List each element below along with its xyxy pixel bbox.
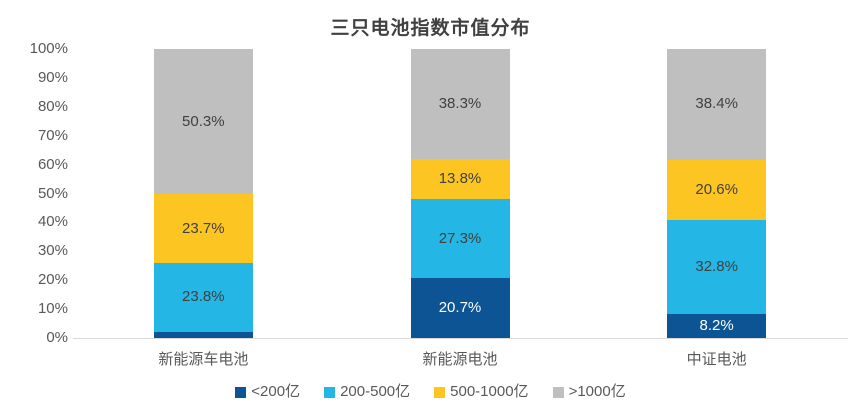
y-axis-tick-label: 30%	[37, 242, 68, 260]
bar-segment->1000亿-中证电池	[667, 49, 767, 160]
legend-swatch-icon	[552, 386, 564, 398]
y-axis-tick-label: 80%	[37, 97, 68, 115]
data-label: 50.3%	[182, 112, 225, 130]
data-label: 20.7%	[438, 299, 482, 317]
data-label: 23.7%	[182, 219, 225, 237]
legend-item-200-500亿: 200-500亿	[324, 383, 410, 401]
legend-label: 500-1000亿	[450, 383, 529, 400]
data-label: 38.3%	[438, 95, 482, 113]
bar-segment-200-500亿-中证电池	[667, 219, 767, 315]
data-label: 23.8%	[182, 288, 225, 306]
bar-segment-<200亿-中证电池	[667, 314, 767, 338]
y-axis-tick-label: 10%	[37, 300, 68, 318]
data-label: 32.8%	[695, 257, 738, 275]
legend-label: <200亿	[251, 383, 301, 400]
y-axis-tick-label: 40%	[37, 213, 68, 231]
data-label: 8.2%	[699, 317, 734, 335]
chart-title: 三只电池指数市值分布	[330, 17, 531, 39]
data-label: 27.3%	[438, 229, 482, 247]
bar-segment->1000亿-新能源电池	[410, 48, 510, 160]
x-axis-line	[73, 338, 848, 339]
legend-swatch-icon	[434, 386, 446, 398]
x-axis-category-label: 中证电池	[686, 350, 747, 368]
y-axis-tick-label: 70%	[37, 126, 68, 144]
bar-segment-<200亿-新能源车电池	[153, 331, 253, 338]
bar-segment-200-500亿-新能源电池	[410, 199, 510, 279]
bar-segment-500-1000亿-新能源电池	[410, 159, 510, 200]
data-label: 13.8%	[438, 170, 482, 188]
bar-segment-200-500亿-新能源车电池	[153, 262, 253, 332]
y-axis-tick-label: 50%	[37, 184, 68, 202]
y-axis-tick-label: 20%	[37, 271, 68, 289]
x-axis-category-label: 新能源电池	[422, 350, 498, 368]
bar-segment->1000亿-新能源车电池	[153, 49, 253, 195]
y-axis-tick-label: 0%	[46, 329, 68, 346]
x-axis-category-label: 新能源车电池	[158, 350, 249, 368]
bar-segment-500-1000亿-中证电池	[667, 159, 767, 220]
legend-swatch-icon	[324, 386, 336, 398]
legend-item-<200亿: <200亿	[235, 383, 300, 401]
y-axis-tick-label: 100%	[29, 40, 68, 57]
y-axis-tick-label: 60%	[37, 155, 68, 173]
bar-segment-500-1000亿-新能源车电池	[153, 194, 253, 263]
legend-label: >1000亿	[568, 383, 626, 400]
bar-segment-<200亿-新能源电池	[410, 278, 510, 338]
data-label: 20.6%	[695, 180, 738, 198]
legend: <200亿 200-500亿 500-1000亿 >1000亿	[0, 383, 861, 401]
data-label: 38.4%	[695, 95, 738, 113]
legend-item-500-1000亿: 500-1000亿	[434, 383, 529, 401]
legend-label: 200-500亿	[340, 383, 411, 400]
y-axis-tick-label: 90%	[37, 68, 68, 86]
legend-swatch-icon	[235, 386, 247, 398]
legend-item->1000亿: >1000亿	[552, 383, 626, 401]
